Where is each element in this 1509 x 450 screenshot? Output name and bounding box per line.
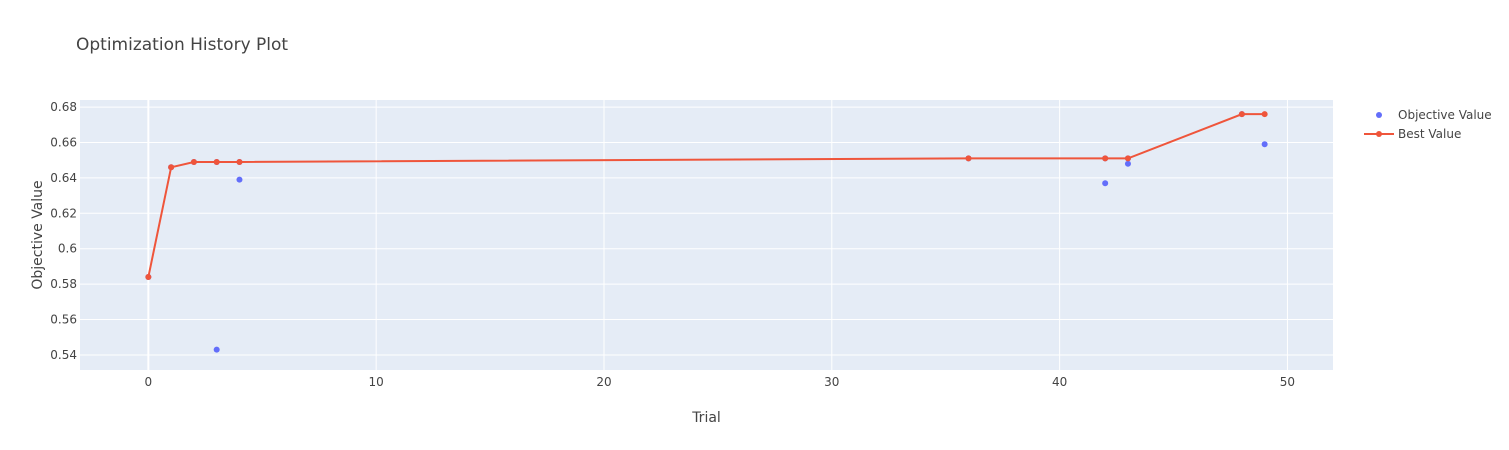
- y-tick-label: 0.6: [58, 242, 77, 256]
- best-value-point: [168, 164, 175, 171]
- x-tick-label: 0: [145, 375, 153, 389]
- plot-background: [80, 100, 1333, 370]
- legend-marker-objective-value: [1376, 112, 1382, 118]
- x-tick-label: 40: [1052, 375, 1067, 389]
- y-tick-label: 0.66: [50, 135, 77, 149]
- best-value-point: [965, 155, 972, 162]
- grid-lines: [80, 100, 1333, 370]
- best-value-point: [1102, 155, 1109, 162]
- x-tick-labels: 0 10 20 30 40 50: [145, 375, 1296, 389]
- objective-value-point: [1124, 160, 1131, 167]
- objective-value-point: [236, 176, 243, 183]
- y-tick-label: 0.64: [50, 171, 77, 185]
- objective-value-point: [1261, 141, 1268, 148]
- legend-item-objective-value[interactable]: Objective Value: [1376, 108, 1492, 122]
- legend-label-best-value: Best Value: [1398, 127, 1461, 141]
- x-tick-label: 10: [369, 375, 384, 389]
- chart-title: Optimization History Plot: [76, 35, 288, 55]
- y-axis-label: Objective Value: [30, 180, 46, 289]
- best-value-point: [213, 158, 220, 165]
- series-layer: [145, 111, 1268, 353]
- x-tick-label: 50: [1280, 375, 1295, 389]
- objective-value-point: [1102, 180, 1109, 187]
- y-tick-labels: 0.54 0.56 0.58 0.6 0.62 0.64 0.66 0.68: [50, 100, 77, 362]
- x-tick-label: 20: [596, 375, 611, 389]
- legend-item-best-value[interactable]: Best Value: [1364, 127, 1461, 141]
- best-value-point: [1124, 155, 1131, 162]
- y-tick-label: 0.54: [50, 348, 77, 362]
- best-value-point: [236, 158, 243, 165]
- best-value-point: [145, 274, 152, 281]
- series-best-value: [145, 111, 1268, 281]
- y-tick-label: 0.62: [50, 206, 77, 220]
- y-tick-label: 0.58: [50, 277, 77, 291]
- legend-marker-best-value: [1376, 131, 1382, 137]
- best-value-point: [190, 158, 197, 165]
- x-axis-label: Trial: [691, 410, 721, 426]
- objective-value-point: [213, 346, 220, 353]
- best-value-line: [147, 113, 1265, 278]
- y-tick-label: 0.56: [50, 313, 77, 327]
- x-tick-label: 30: [824, 375, 839, 389]
- y-tick-label: 0.68: [50, 100, 77, 114]
- legend-label-objective-value: Objective Value: [1398, 108, 1492, 122]
- legend[interactable]: Objective Value Best Value: [1364, 108, 1492, 141]
- best-value-point: [1261, 111, 1268, 118]
- best-value-point: [1238, 111, 1245, 118]
